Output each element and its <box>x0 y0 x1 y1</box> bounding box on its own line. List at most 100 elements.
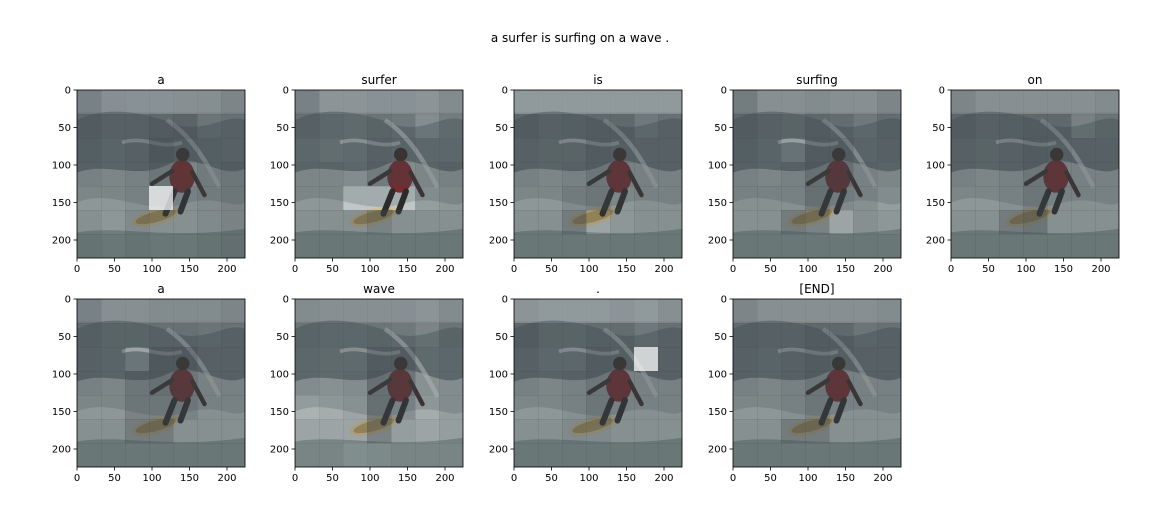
y-tick-label: 100 <box>489 370 508 381</box>
y-tick-label: 150 <box>708 407 727 418</box>
attention-cell <box>781 323 806 348</box>
x-tick-label: 100 <box>142 473 161 484</box>
y-tick-label: 150 <box>52 198 71 209</box>
attention-cell <box>951 234 976 259</box>
attention-cell <box>1095 90 1120 115</box>
attention-cell <box>853 323 878 348</box>
attention-cell <box>853 90 878 115</box>
attention-cell <box>1023 186 1048 211</box>
attention-cell <box>295 234 320 259</box>
attention-cell <box>319 234 344 259</box>
attention-cell <box>173 138 198 163</box>
panel-title: wave <box>363 282 395 296</box>
attention-cell <box>101 395 126 420</box>
attention-cell <box>149 138 174 163</box>
attention-cell <box>781 371 806 396</box>
attention-cell <box>101 347 126 372</box>
axes-frame <box>513 298 683 468</box>
attention-cell <box>610 323 635 348</box>
attention-cell <box>829 186 854 211</box>
attention-cell <box>853 162 878 187</box>
y-tick-label: 200 <box>926 236 945 247</box>
attention-cell <box>149 299 174 324</box>
attention-cell <box>77 299 102 324</box>
attention-cell <box>610 299 635 324</box>
panel-title: a <box>157 282 164 296</box>
attention-cell <box>975 162 1000 187</box>
y-tick-label: 200 <box>708 236 727 247</box>
attention-cell <box>586 299 611 324</box>
attention-cell <box>757 443 782 468</box>
attention-cell <box>538 186 563 211</box>
y-tick-label: 0 <box>721 86 727 97</box>
y-tick-label: 50 <box>714 332 727 343</box>
attention-cell <box>586 114 611 139</box>
attention-cell <box>101 443 126 468</box>
attention-cell <box>733 114 758 139</box>
attention-cell <box>877 138 902 163</box>
attention-cell <box>586 419 611 444</box>
attention-cell <box>319 210 344 235</box>
attention-cell <box>975 186 1000 211</box>
attention-cell <box>586 90 611 115</box>
attention-cell <box>149 443 174 468</box>
x-tick-label: 0 <box>511 473 517 484</box>
x-tick-label: 0 <box>511 264 517 275</box>
attention-cell <box>125 234 150 259</box>
attention-cell <box>1071 234 1096 259</box>
attention-cell <box>415 299 440 324</box>
attention-cell <box>367 186 392 211</box>
y-tick-label: 0 <box>65 295 71 306</box>
panel-title: surfing <box>796 73 838 87</box>
attention-cell <box>77 90 102 115</box>
y-tick-label: 150 <box>489 407 508 418</box>
attention-cell <box>295 371 320 396</box>
attention-cell <box>658 114 683 139</box>
attention-cell <box>125 299 150 324</box>
attention-cell <box>125 114 150 139</box>
attention-cell <box>391 114 416 139</box>
attention-cell <box>439 299 464 324</box>
attention-cell <box>781 186 806 211</box>
attention-cell <box>951 210 976 235</box>
attention-cell <box>197 347 222 372</box>
attention-cell <box>853 419 878 444</box>
y-tick-label: 200 <box>708 445 727 456</box>
attention-cell <box>538 419 563 444</box>
attention-cell <box>173 395 198 420</box>
attention-cell <box>173 114 198 139</box>
attention-cell <box>391 210 416 235</box>
y-tick-label: 50 <box>276 332 289 343</box>
attention-cell <box>295 210 320 235</box>
x-tick-label: 0 <box>292 473 298 484</box>
attention-cell <box>514 299 539 324</box>
attention-cell <box>77 138 102 163</box>
attention-cell <box>101 210 126 235</box>
attention-cell <box>367 443 392 468</box>
attention-cell <box>877 419 902 444</box>
attention-cell <box>173 90 198 115</box>
attention-cell <box>805 210 830 235</box>
y-tick-label: 200 <box>52 445 71 456</box>
attention-cell <box>562 299 587 324</box>
attention-cell <box>1071 162 1096 187</box>
attention-cell <box>951 162 976 187</box>
x-tick-label: 200 <box>654 473 673 484</box>
attention-cell <box>805 419 830 444</box>
attention-cell <box>1095 162 1120 187</box>
attention-cell <box>1095 186 1120 211</box>
attention-cell <box>733 210 758 235</box>
attention-cell <box>634 443 659 468</box>
attention-cell <box>101 90 126 115</box>
attention-panel-5: on 0 50 100 150 200 0 50 100 150 200 <box>926 73 1120 275</box>
attention-cell <box>149 419 174 444</box>
attention-cell <box>101 138 126 163</box>
attention-cell <box>125 210 150 235</box>
attention-cell <box>149 371 174 396</box>
attention-cell <box>610 138 635 163</box>
attention-cell <box>538 210 563 235</box>
attention-cell <box>853 299 878 324</box>
attention-cell <box>562 90 587 115</box>
y-tick-label: 0 <box>939 86 945 97</box>
y-tick-label: 150 <box>926 198 945 209</box>
